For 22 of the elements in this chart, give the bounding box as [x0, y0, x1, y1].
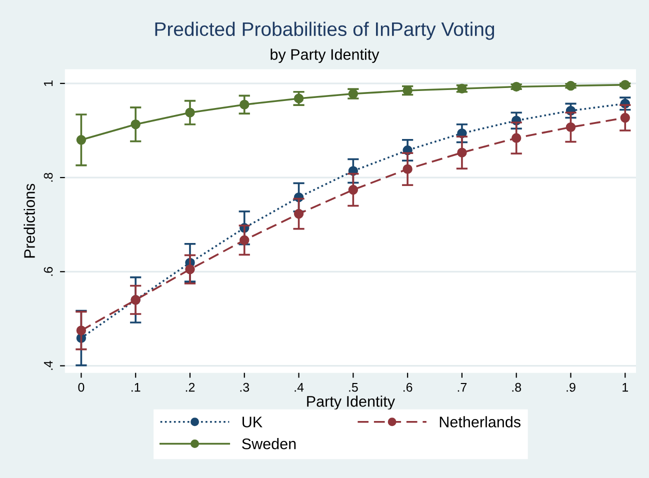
- x-tick-label: .6: [404, 382, 412, 392]
- y-tick-label: 1: [44, 80, 53, 86]
- x-tick-label: .4: [294, 383, 304, 392]
- y-tick-label: .4: [44, 360, 53, 370]
- x-axis-title: Party Identity: [307, 396, 396, 410]
- x-tick-label: 0: [78, 382, 84, 392]
- chart-title: Predicted Probabilities of InParty Voting: [155, 22, 494, 40]
- x-tick-label: .9: [566, 382, 576, 392]
- legend-label: Sweden: [242, 438, 296, 450]
- x-tick-label: .3: [240, 382, 250, 392]
- y-tick-label: .6: [44, 267, 53, 276]
- x-tick-label: .8: [512, 382, 522, 392]
- x-tick-label: .7: [458, 383, 467, 392]
- y-axis-title: Predictions: [24, 184, 35, 258]
- x-tick-label: .1: [132, 383, 140, 392]
- y-tick-label: .8: [44, 172, 53, 182]
- x-tick-label: .2: [186, 382, 195, 392]
- legend-label: UK: [242, 416, 262, 428]
- chart-subtitle: by Party Identity: [270, 48, 380, 63]
- legend-label: Netherlands: [440, 416, 520, 428]
- x-tick-label: 1: [622, 383, 628, 392]
- x-tick-label: .5: [349, 383, 358, 392]
